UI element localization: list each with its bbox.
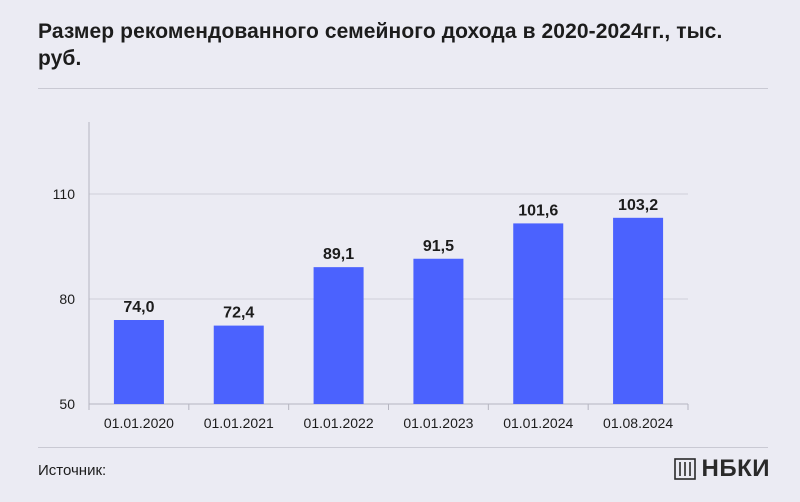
nbki-logo: НБКИ bbox=[673, 455, 770, 483]
x-tick-label: 01.01.2022 bbox=[304, 415, 374, 431]
x-tick-label: 01.08.2024 bbox=[603, 415, 673, 431]
bar bbox=[313, 267, 364, 404]
bars bbox=[113, 217, 664, 404]
y-tick-label: 50 bbox=[59, 396, 75, 412]
data-label: 89,1 bbox=[323, 246, 354, 263]
page-title: Размер рекомендованного семейного дохода… bbox=[38, 20, 723, 70]
data-label: 91,5 bbox=[423, 238, 454, 255]
data-label: 72,4 bbox=[223, 305, 254, 322]
title-divider bbox=[38, 88, 768, 89]
data-label: 103,2 bbox=[618, 197, 658, 214]
footer-divider bbox=[38, 447, 768, 448]
tick-labels: 50 80 110 01.01.2020 01.01.2021 01.01.2022 01.… bbox=[53, 186, 674, 431]
x-tick-label: 01.01.2020 bbox=[104, 415, 174, 431]
bar bbox=[413, 258, 464, 404]
bar bbox=[213, 325, 264, 404]
bar bbox=[113, 320, 164, 404]
grid-lines bbox=[89, 193, 688, 300]
bar bbox=[513, 223, 564, 404]
x-tick-label: 01.01.2024 bbox=[503, 415, 573, 431]
logo-text: НБКИ bbox=[701, 455, 770, 482]
nbki-logo-icon bbox=[673, 458, 696, 480]
data-label: 101,6 bbox=[518, 202, 558, 219]
source-label: Источник: bbox=[38, 462, 107, 479]
data-labels: 74,0 72,4 89,1 91,5 101,6 103,2 bbox=[123, 197, 658, 322]
axes bbox=[88, 122, 689, 410]
bar bbox=[613, 217, 664, 404]
y-tick-label: 110 bbox=[53, 186, 76, 202]
y-tick-label: 80 bbox=[59, 291, 75, 307]
x-tick-label: 01.01.2023 bbox=[403, 415, 473, 431]
data-label: 74,0 bbox=[123, 299, 154, 316]
bar-chart: 74,0 72,4 89,1 91,5 101,6 103,2 50 80 110 01.01.… bbox=[53, 122, 689, 431]
x-tick-label: 01.01.2021 bbox=[204, 415, 274, 431]
